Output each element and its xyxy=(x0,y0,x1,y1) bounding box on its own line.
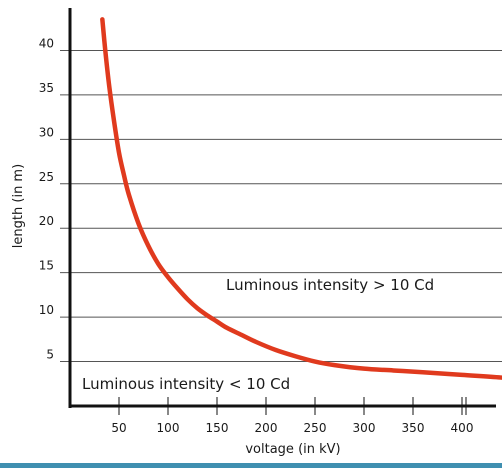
bottom-border xyxy=(0,463,502,468)
y-tick-label: 10 xyxy=(39,303,54,317)
y-tick-label: 15 xyxy=(39,259,54,273)
grid-lines xyxy=(60,49,502,363)
y-tick-label: 35 xyxy=(39,81,54,95)
y-tick-label: 5 xyxy=(46,348,54,362)
y-axis-title: length (in m) xyxy=(11,164,26,248)
x-tick-label: 100 xyxy=(157,421,180,435)
x-tick-label: 350 xyxy=(402,421,425,435)
annotation-lower-region: Luminous intensity < 10 Cd xyxy=(82,375,290,393)
x-tick-label: 50 xyxy=(111,421,126,435)
x-tick-label: 200 xyxy=(255,421,278,435)
x-tick-labels: 50 100 150 200 250 300 350 400 xyxy=(111,421,473,435)
series-line xyxy=(100,17,502,380)
y-tick-label: 40 xyxy=(39,36,54,50)
y-tick-label: 30 xyxy=(39,125,54,139)
x-tick-label: 150 xyxy=(206,421,229,435)
y-tick-labels: 5 10 15 20 25 30 35 40 xyxy=(39,36,54,361)
x-tick-label: 250 xyxy=(304,421,327,435)
x-axis-title: voltage (in kV) xyxy=(245,442,340,457)
x-tick-label: 300 xyxy=(353,421,376,435)
y-tick-label: 25 xyxy=(39,170,54,184)
x-tick-label: 400 xyxy=(451,421,474,435)
annotation-upper-region: Luminous intensity > 10 Cd xyxy=(226,276,434,294)
y-tick-label: 20 xyxy=(39,214,54,228)
